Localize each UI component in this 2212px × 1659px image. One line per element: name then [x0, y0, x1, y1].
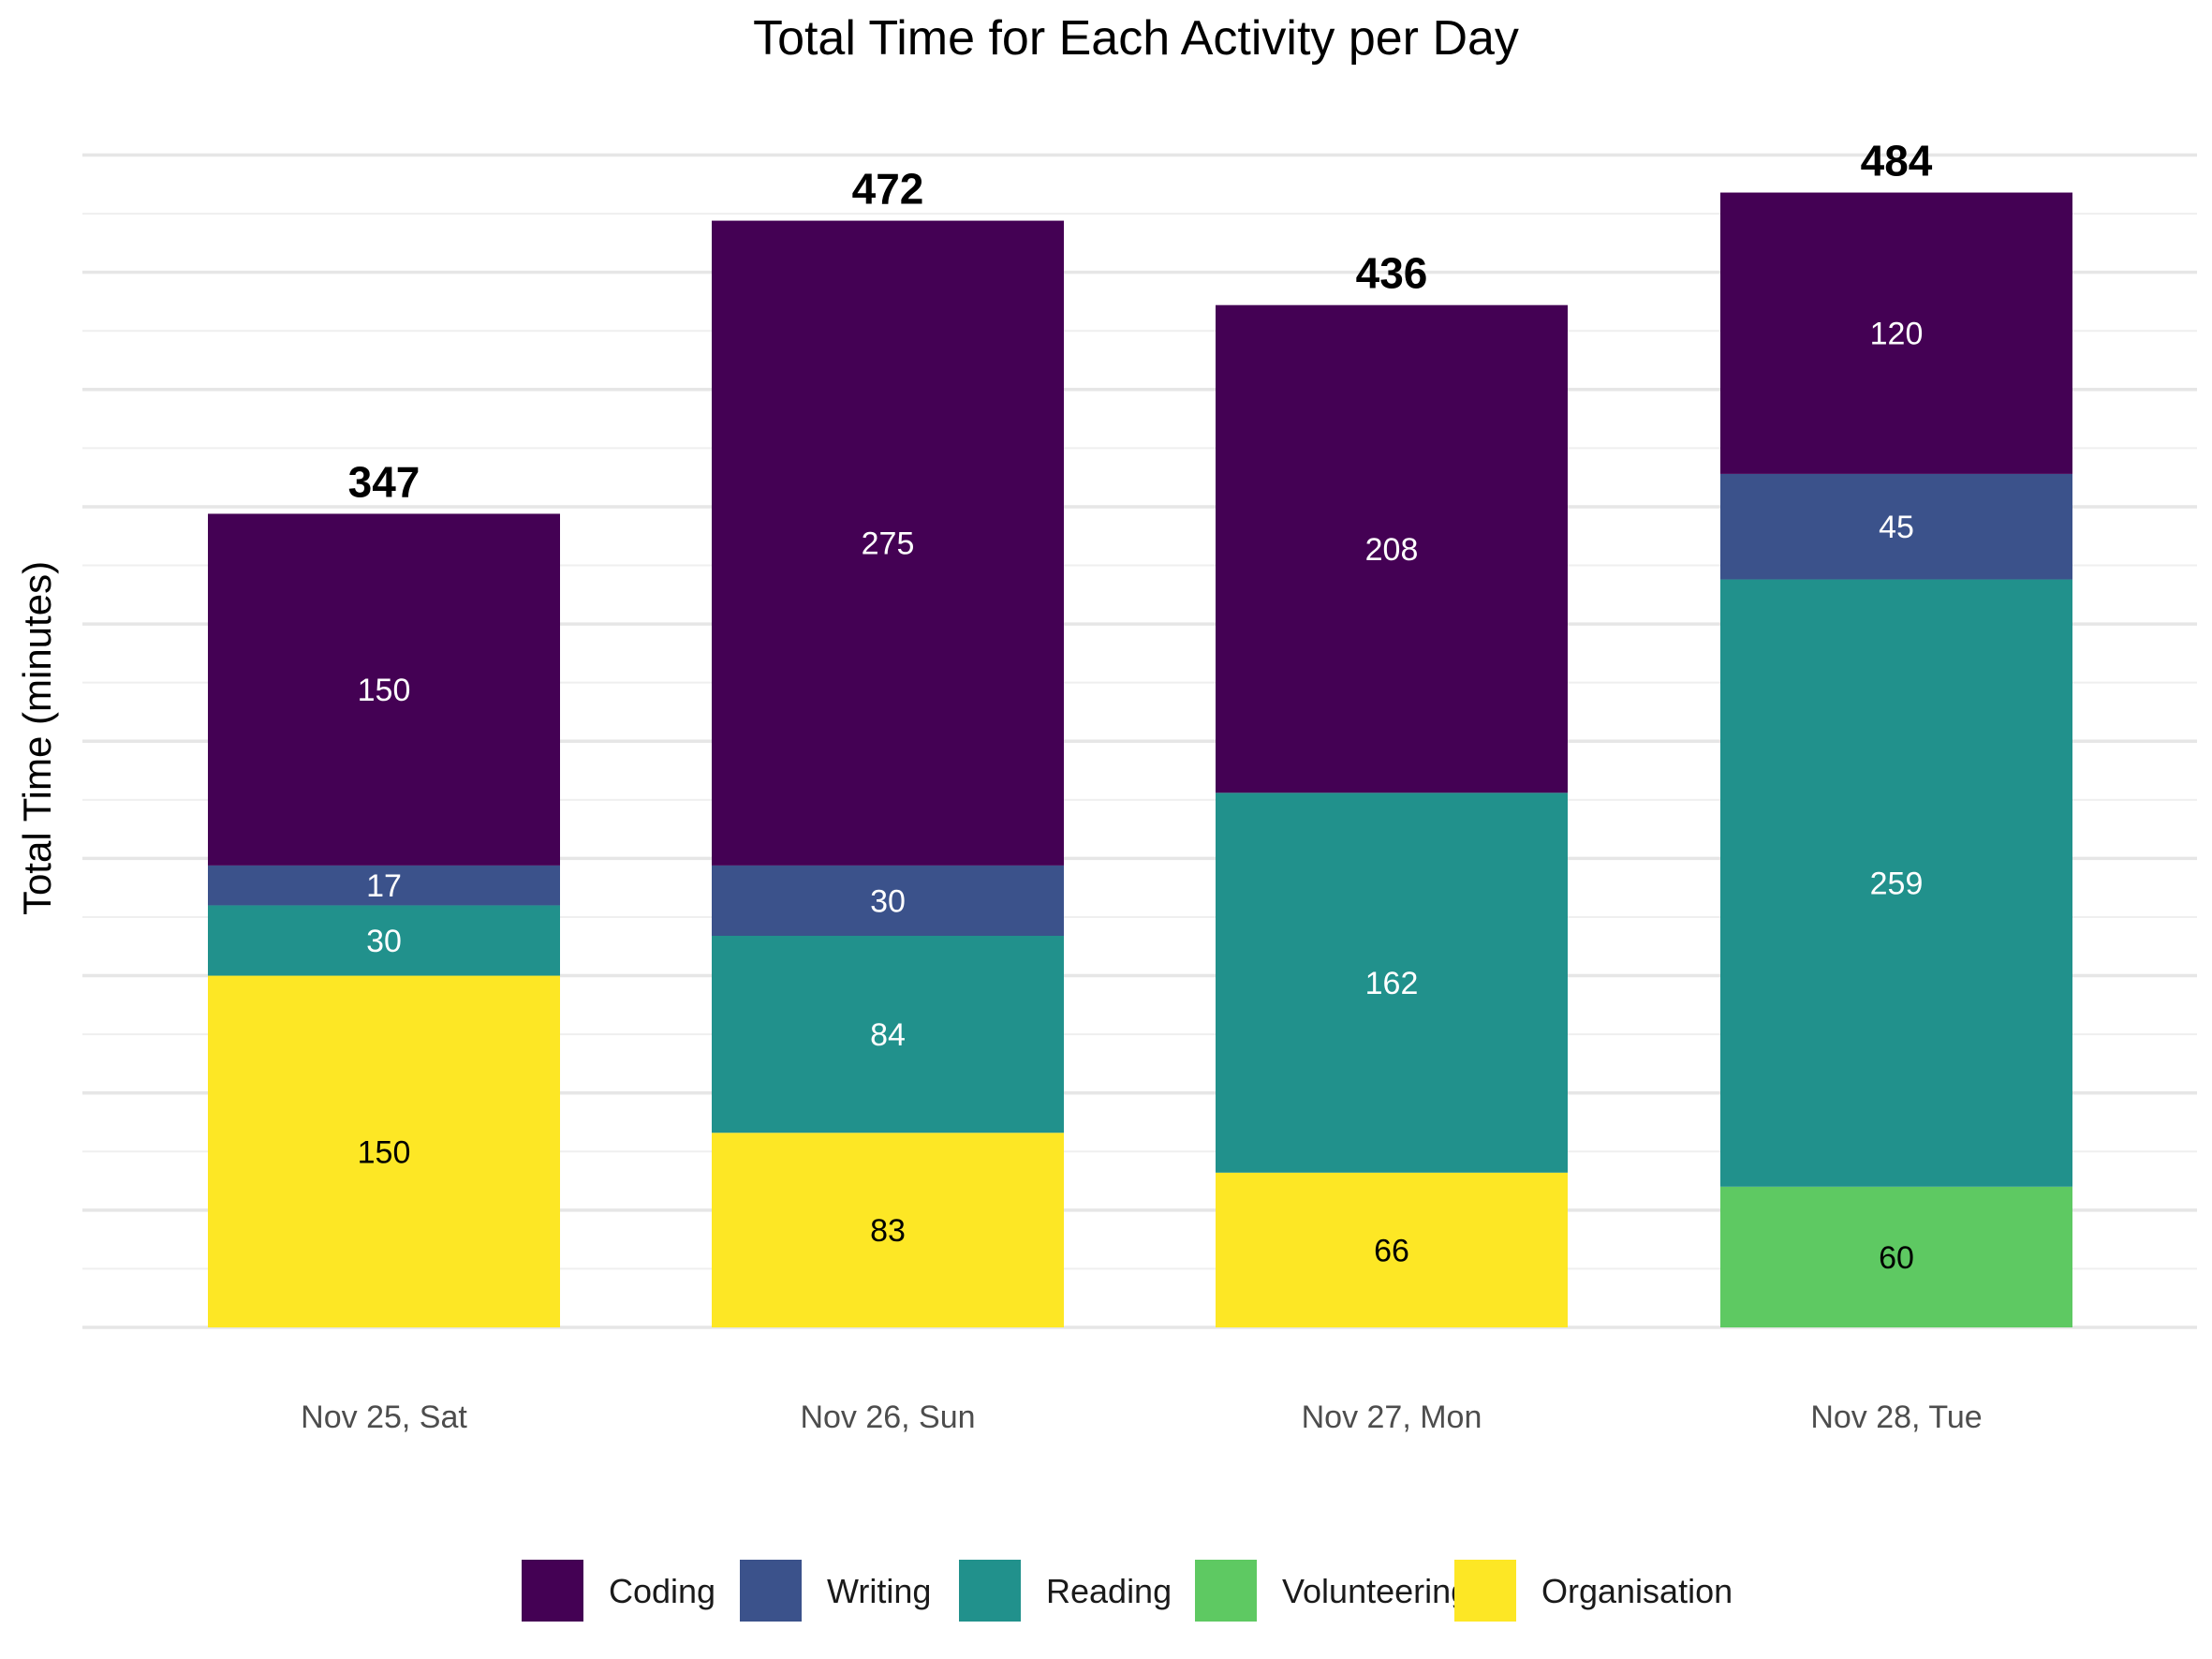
data-label-writing-nov-28-tue: 45 [1879, 510, 1914, 545]
data-label-reading-nov-26-sun: 84 [870, 1017, 906, 1053]
bar-writing-nov-26-sun [712, 865, 1064, 936]
chart-title: Total Time for Each Activity per Day [753, 11, 1519, 66]
data-label-writing-nov-26-sun: 30 [870, 883, 906, 919]
legend-label-coding: Coding [609, 1572, 715, 1610]
x-tick-label: Nov 26, Sun [800, 1400, 975, 1435]
bar-organisation-nov-27-mon [1216, 1172, 1568, 1327]
bar-labels: 150 30 17 150 347 83 84 30 275 472 66 162 208 436 60 25… [348, 137, 1933, 1276]
total-label-nov-25-sat: 347 [348, 457, 420, 506]
total-label-nov-28-tue: 484 [1861, 137, 1933, 185]
legend-label-reading: Reading [1046, 1572, 1172, 1610]
bar-coding-nov-26-sun [712, 220, 1064, 866]
bar-reading-nov-28-tue [1720, 579, 2072, 1187]
bar-organisation-nov-25-sat [208, 975, 560, 1327]
bar-organisation-nov-26-sun [712, 1133, 1064, 1327]
bar-coding-nov-25-sat [208, 513, 560, 866]
bar-writing-nov-25-sat [208, 865, 560, 906]
x-axis-ticks: Nov 25, Sat Nov 26, Sun Nov 27, Mon Nov 28,… [301, 1400, 1983, 1435]
bars [208, 192, 2072, 1327]
legend: Coding Writing Reading Volunteering Organisa… [522, 1560, 1733, 1622]
y-axis-label: Total Time (minutes) [15, 561, 59, 915]
data-label-coding-nov-25-sat: 150 [358, 673, 411, 708]
legend-label-volunteering: Volunteering [1282, 1572, 1469, 1610]
legend-swatch-volunteering [1195, 1560, 1257, 1622]
data-label-reading-nov-25-sat: 30 [366, 924, 402, 959]
legend-label-organisation: Organisation [1541, 1572, 1733, 1610]
bar-coding-nov-27-mon [1216, 304, 1568, 793]
legend-label-writing: Writing [827, 1572, 931, 1610]
legend-swatch-organisation [1454, 1560, 1516, 1622]
total-label-nov-27-mon: 436 [1356, 249, 1428, 298]
data-label-reading-nov-28-tue: 259 [1870, 867, 1924, 902]
bar-writing-nov-28-tue [1720, 473, 2072, 580]
bar-volunteering-nov-28-tue [1720, 1186, 2072, 1327]
data-label-writing-nov-25-sat: 17 [366, 868, 402, 904]
data-label-reading-nov-27-mon: 162 [1365, 966, 1419, 1001]
x-tick-label: Nov 27, Mon [1302, 1400, 1482, 1435]
data-label-coding-nov-26-sun: 275 [862, 526, 915, 562]
bar-reading-nov-25-sat [208, 905, 560, 976]
data-label-volunteering-nov-28-tue: 60 [1879, 1240, 1914, 1276]
legend-swatch-coding [522, 1560, 583, 1622]
data-label-organisation-nov-25-sat: 150 [358, 1134, 411, 1170]
data-label-coding-nov-28-tue: 120 [1870, 317, 1924, 352]
bar-coding-nov-28-tue [1720, 192, 2072, 474]
bar-reading-nov-26-sun [712, 935, 1064, 1133]
total-label-nov-26-sun: 472 [852, 165, 924, 214]
bar-reading-nov-27-mon [1216, 792, 1568, 1173]
x-tick-label: Nov 28, Tue [1810, 1400, 1982, 1435]
legend-swatch-writing [740, 1560, 802, 1622]
data-label-coding-nov-27-mon: 208 [1365, 532, 1419, 568]
data-label-organisation-nov-26-sun: 83 [870, 1213, 906, 1249]
x-tick-label: Nov 25, Sat [301, 1400, 467, 1435]
data-label-organisation-nov-27-mon: 66 [1374, 1233, 1409, 1268]
legend-swatch-reading [959, 1560, 1021, 1622]
